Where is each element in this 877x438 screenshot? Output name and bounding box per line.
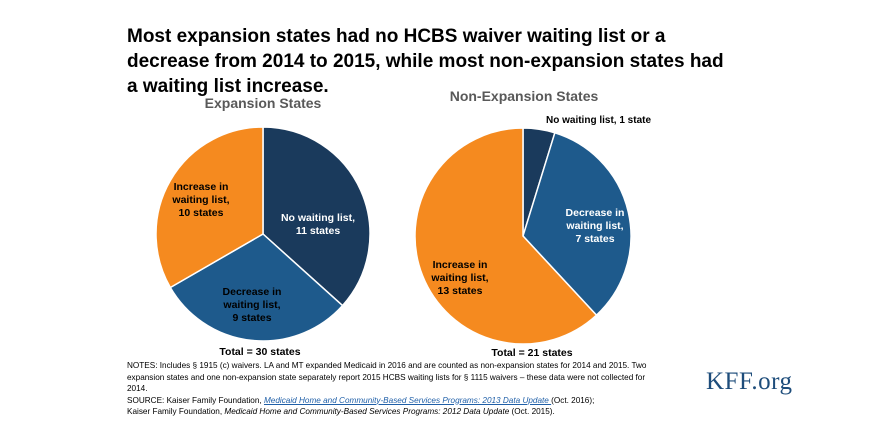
expansion-chart-title: Expansion States: [204, 95, 322, 111]
expansion-label-increase-in-waiting-list: Increase in waiting list, 10 states: [171, 181, 229, 219]
source-link[interactable]: Medicaid Home and Community-Based Servic…: [263, 395, 552, 405]
non-expansion-label-decrease-in-waiting-list: Decrease in waiting list, 7 states: [565, 207, 624, 245]
non-expansion-no-waiting-list-label: No waiting list, 1 state: [546, 115, 652, 126]
non-expansion-total-label: Total = 21 states: [491, 347, 573, 359]
source2-suffix: (Oct. 2015).: [509, 407, 555, 416]
source-line-1: SOURCE: Kaiser Family Foundation, Medica…: [127, 395, 667, 407]
expansion-total-label: Total = 30 states: [219, 346, 301, 358]
non-expansion-slice-increase-in-waiting-list: [414, 127, 598, 345]
expansion-label-decrease-in-waiting-list: Decrease in waiting list, 9 states: [222, 286, 281, 324]
non-expansion-pie-chart: Decrease in waiting list, 7 states Increase…: [414, 127, 632, 345]
expansion-pie-chart: No waiting list, 11 states Decrease in wait…: [155, 126, 371, 342]
source2-prefix: Kaiser Family Foundation,: [127, 407, 225, 416]
expansion-slice-decrease-in-waiting-list: [169, 233, 344, 342]
kff-logo: KFF.org: [706, 368, 793, 395]
expansion-label-no-waiting-list: No waiting list, 11 states: [281, 212, 355, 237]
non-expansion-slice-decrease-in-waiting-list: [522, 131, 632, 317]
expansion-slice-no-waiting-list: [262, 126, 371, 307]
source2-title: Medicaid Home and Community-Based Servic…: [224, 407, 510, 416]
non-expansion-chart-title: Non-Expansion States: [449, 88, 599, 104]
non-expansion-label-increase-in-waiting-list: Increase in waiting list, 13 states: [430, 259, 488, 297]
notes-section: NOTES: Includes § 1915 (c) waivers. LA a…: [127, 360, 667, 418]
source-link-suffix: (Oct. 2016);: [551, 395, 595, 405]
expansion-slice-increase-in-waiting-list: [155, 126, 264, 289]
source-line-2: Kaiser Family Foundation, Medicaid Home …: [127, 406, 667, 418]
source-prefix: SOURCE: Kaiser Family Foundation,: [127, 395, 264, 405]
notes-text: NOTES: Includes § 1915 (c) waivers. LA a…: [127, 361, 647, 393]
chart-main-title: Most expansion states had no HCBS waiver…: [127, 26, 724, 97]
